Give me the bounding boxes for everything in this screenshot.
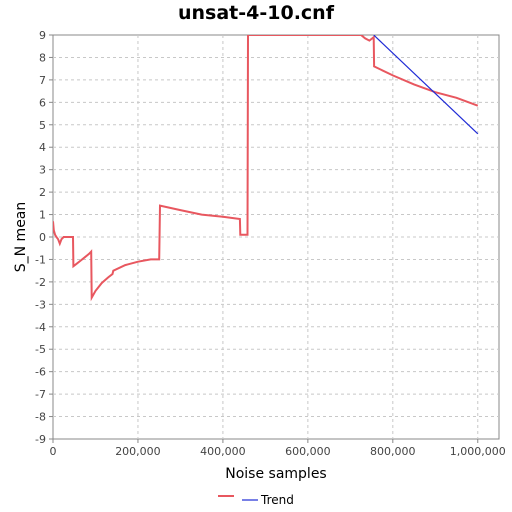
y-tick-label: 0 (39, 231, 46, 244)
series-line-sn-mean (53, 35, 479, 302)
y-tick-label: -1 (35, 253, 46, 266)
y-tick-label: 3 (39, 164, 46, 177)
x-axis-title: Noise samples (225, 466, 326, 482)
x-tick-label: 0 (50, 445, 57, 458)
y-tick-label: 5 (39, 119, 46, 132)
ticks: 0 200,000 400,000 600,000 800,000 1,000,000 9 8… (35, 29, 506, 458)
y-tick-label: 6 (39, 96, 46, 109)
y-tick-label: -7 (35, 388, 46, 401)
y-tick-label: -3 (35, 298, 46, 311)
y-tick-label: 8 (39, 51, 46, 64)
y-tick-label: -5 (35, 343, 46, 356)
x-tick-label: 600,000 (285, 445, 331, 458)
y-tick-label: 1 (39, 209, 46, 222)
x-tick-label: 1,000,000 (450, 445, 506, 458)
grid (53, 35, 499, 439)
series-line-trend (373, 35, 479, 135)
y-tick-label: 7 (39, 74, 46, 87)
y-tick-label: -8 (35, 411, 46, 424)
y-tick-label: 4 (39, 141, 46, 154)
y-axis-title: S_N mean (13, 202, 29, 273)
y-tick-label: -4 (35, 321, 46, 334)
legend: Trend (218, 493, 294, 507)
y-tick-label: 9 (39, 29, 46, 42)
chart-title: unsat-4-10.cnf (178, 2, 334, 24)
x-tick-label: 200,000 (115, 445, 161, 458)
y-tick-label: -9 (35, 433, 46, 446)
series-layer (53, 35, 479, 302)
y-tick-label: -2 (35, 276, 46, 289)
x-tick-label: 400,000 (200, 445, 246, 458)
legend-label-trend: Trend (260, 493, 294, 507)
y-tick-label: 2 (39, 186, 46, 199)
y-tick-label: -6 (35, 366, 46, 379)
x-tick-label: 800,000 (370, 445, 416, 458)
